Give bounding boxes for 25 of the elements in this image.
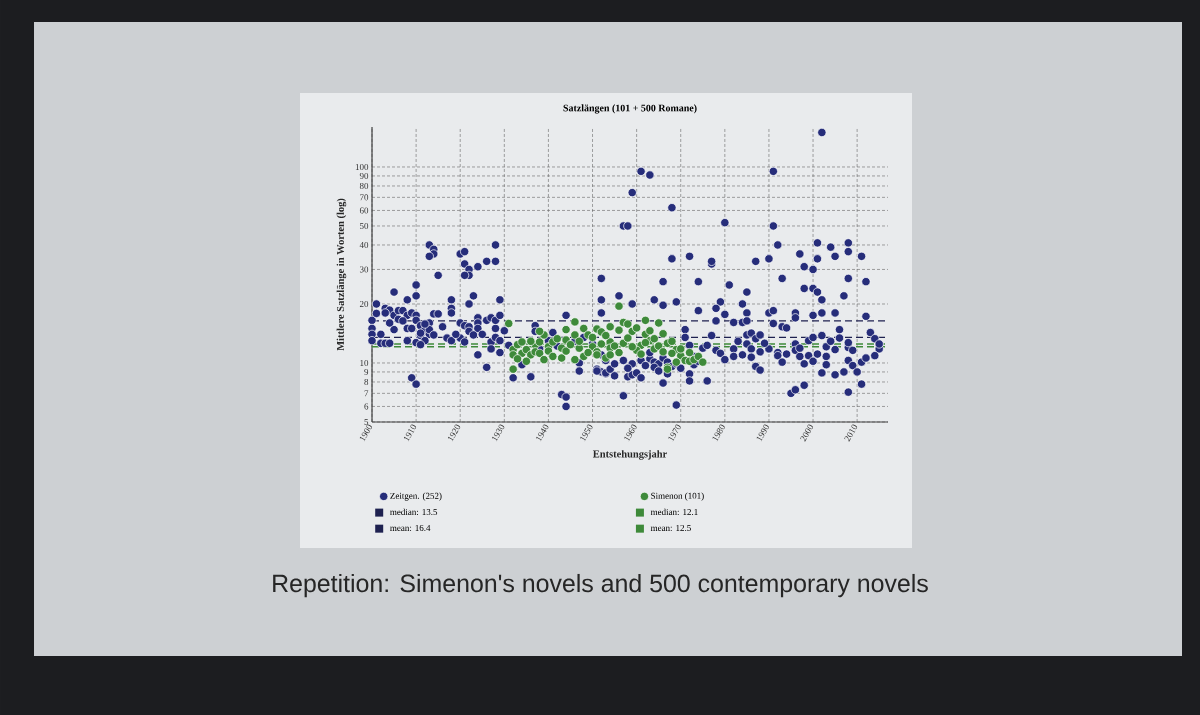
y-tick-label: 60 (359, 207, 369, 214)
y-tick-label: 7 (364, 390, 369, 397)
legend-label: mean: 16.4 (390, 524, 431, 532)
legend-label: mean: 12.5 (650, 524, 691, 532)
legend-label: median: 12.1 (650, 508, 698, 516)
x-axis-title: Entstehungsjahr (592, 450, 667, 460)
chart-title: Satzlängen (101 + 500 Romane) (563, 104, 697, 114)
y-tick-label: 6 (364, 403, 369, 410)
y-tick-label: 100 (355, 163, 369, 171)
y-tick-label: 8 (364, 378, 369, 386)
y-tick-label: 10 (360, 359, 369, 367)
text: Repetition: Simenon's novels and 500 contemporary novels (273, 573, 928, 598)
y-tick-label: 70 (360, 194, 369, 201)
y-tick-label: 40 (359, 241, 369, 249)
y-tick-label: 50 (360, 222, 369, 230)
legend-label: Zeitgen. (252) (390, 492, 442, 501)
legend-label: Simenon (101) (651, 492, 704, 501)
y-axis-title: Mittlere Satzlänge in Worten (log) (336, 198, 347, 351)
y-tick-label: 80 (359, 182, 369, 190)
y-tick-label: 90 (359, 172, 369, 179)
y-tick-label: 9 (364, 368, 369, 375)
y-tick-label: 20 (359, 300, 369, 308)
y-tick-label: 5 (364, 419, 369, 425)
y-tick-label: 30 (359, 266, 369, 273)
legend-label: median: 13.5 (390, 508, 438, 516)
